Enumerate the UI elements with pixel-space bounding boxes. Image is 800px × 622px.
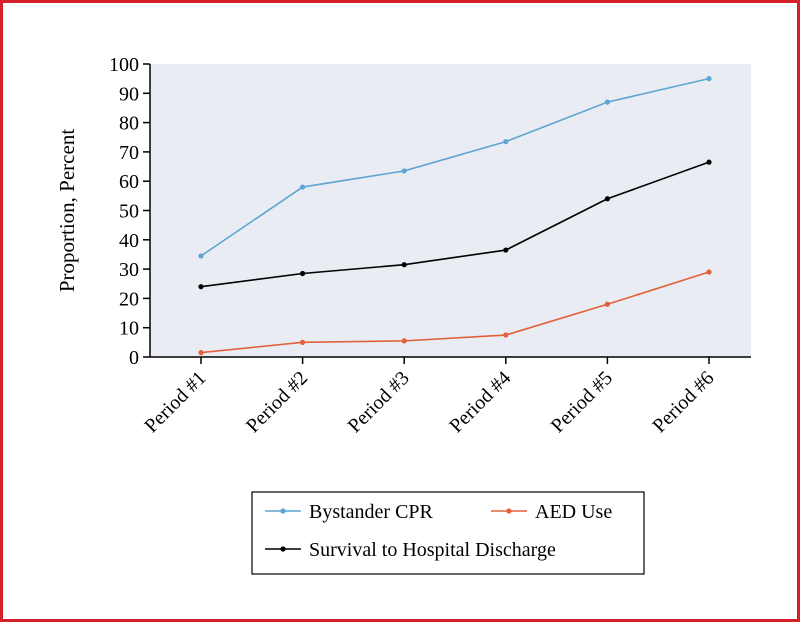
data-point — [401, 338, 407, 344]
legend-box — [251, 491, 645, 575]
data-point — [300, 184, 306, 190]
data-point — [503, 139, 509, 145]
x-axis-ticks: Period #1 Period #2 Period #3 Period #4 Peri… — [140, 357, 719, 437]
legend-label: Survival to Hospital Discharge — [309, 539, 556, 561]
x-tick-label: Period #4 — [445, 367, 515, 437]
x-tick-label: Period #1 — [140, 367, 210, 437]
y-tick-label: 10 — [119, 318, 139, 340]
y-axis-title: Proportion, Percent — [55, 129, 79, 292]
x-tick-label: Period #2 — [242, 367, 312, 437]
data-point — [706, 159, 712, 165]
data-point — [503, 332, 509, 338]
x-tick-label: Period #3 — [344, 367, 414, 437]
y-tick-label: 50 — [119, 201, 139, 223]
data-point — [706, 76, 712, 82]
legend-item-bystander-cpr: Bystander CPR — [265, 501, 434, 523]
y-tick-label: 30 — [119, 259, 139, 281]
y-tick-label: 70 — [119, 142, 139, 164]
y-tick-label: 40 — [119, 230, 139, 252]
series-bystander-cpr — [198, 76, 712, 259]
series-line — [200, 161, 710, 288]
data-point — [198, 350, 204, 356]
x-tick-label: Period #6 — [648, 367, 718, 437]
y-tick-label: 60 — [119, 171, 139, 193]
series-survival-to-hospital-discharge — [198, 159, 712, 290]
data-point — [198, 253, 204, 259]
data-point — [604, 196, 611, 202]
x-tick-label: Period #5 — [547, 367, 617, 437]
legend-swatch-marker — [506, 508, 512, 514]
series-line — [200, 271, 710, 354]
data-point — [401, 262, 407, 268]
data-point — [706, 269, 712, 275]
series-layer — [198, 76, 712, 356]
legend-label: AED Use — [535, 501, 612, 523]
data-point — [604, 301, 611, 307]
legend-label: Bystander CPR — [309, 501, 434, 523]
data-point — [401, 168, 407, 174]
legend: Bystander CPR AED Use Survival to Hospital… — [251, 491, 645, 575]
series-line — [200, 77, 710, 257]
data-point — [300, 339, 306, 345]
legend-item-aed-use: AED Use — [491, 501, 612, 523]
y-tick-label: 100 — [109, 54, 139, 76]
data-point — [503, 247, 509, 253]
y-tick-label: 90 — [119, 83, 139, 105]
y-tick-label: 20 — [119, 288, 139, 310]
y-tick-label: 0 — [129, 347, 139, 369]
plot-area — [150, 64, 751, 357]
legend-item-survival-to-hospital-discharge: Survival to Hospital Discharge — [265, 539, 556, 561]
data-point — [300, 270, 306, 277]
legend-swatch-marker — [280, 546, 286, 552]
y-axis-ticks: 0 10 20 30 40 50 60 70 80 90 100 — [109, 54, 150, 369]
y-tick-label: 80 — [119, 113, 139, 135]
data-point — [198, 284, 204, 290]
data-point — [604, 99, 611, 105]
legend-swatch-marker — [280, 508, 286, 514]
series-aed-use — [198, 269, 712, 356]
